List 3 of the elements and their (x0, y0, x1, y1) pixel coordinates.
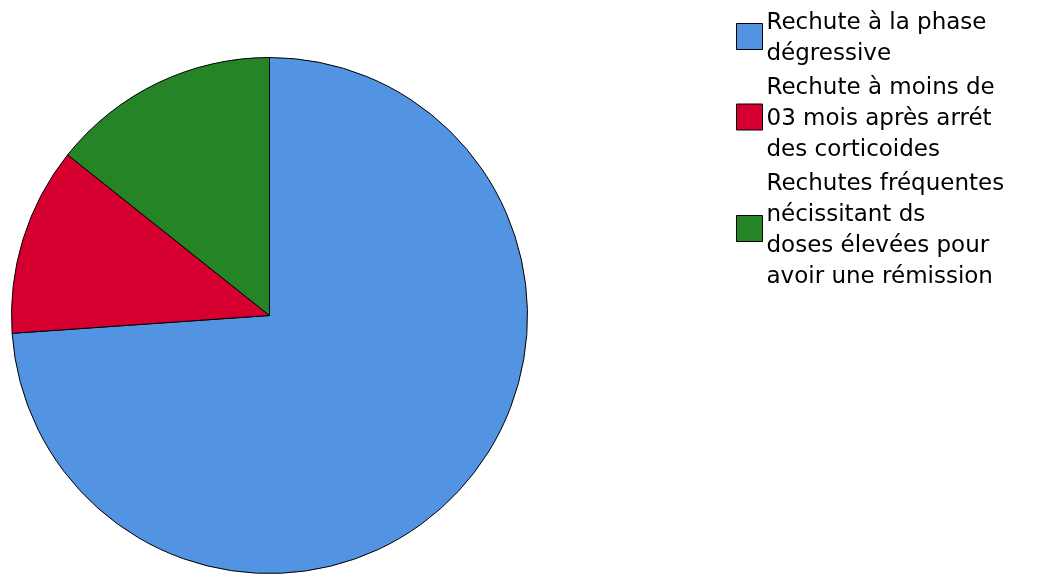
legend-label: Rechutes fréquentes nécissitant ds doses élevées pour avoir une rémission (766, 169, 1005, 288)
legend-label: Rechute à la phase dégressive (766, 8, 987, 65)
legend-label: Rechute à moins de 03 mois après arrét des corticoides (766, 73, 995, 161)
